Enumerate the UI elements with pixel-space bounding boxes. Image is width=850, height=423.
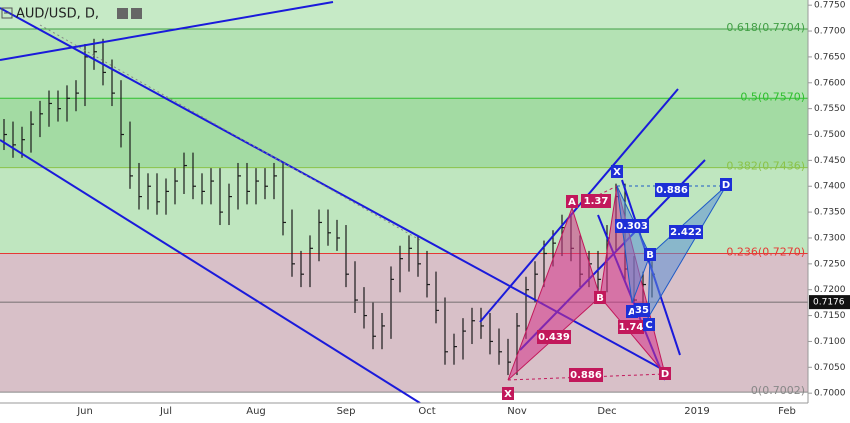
header: AUD/USD, D, [1, 7, 142, 22]
ratio-label: 0.886 [656, 185, 688, 196]
point-label: D [661, 369, 669, 380]
band [0, 253, 808, 393]
x-tick-label: Jun [76, 406, 93, 417]
y-tick-label: 0.7700 [814, 27, 846, 37]
price-axis-panel [808, 0, 850, 419]
band [0, 98, 808, 168]
y-tick-label: 0.7500 [814, 130, 846, 140]
ratio-label: 0.439 [538, 332, 570, 343]
fib-label: 0.5(0.7570) [740, 90, 805, 103]
last-price-box [809, 295, 850, 310]
point-label: B [596, 293, 604, 304]
ratio-label: 2.422 [670, 227, 702, 238]
pattern-shape [647, 185, 727, 319]
x-tick-label: 2019 [684, 406, 709, 417]
y-tick-label: 0.7450 [814, 156, 846, 166]
point-label: B [646, 250, 654, 261]
last-price-label: 0.7176 [813, 298, 845, 308]
y-tick-label: 0.7300 [814, 233, 846, 243]
y-tick-label: 0.7600 [814, 78, 846, 88]
point-label: A [628, 307, 636, 318]
fib-label: 0.382(0.7436) [726, 160, 805, 173]
collapse-icon[interactable] [1, 7, 13, 19]
x-tick-label: Jul [159, 406, 172, 417]
y-tick-label: 0.7400 [814, 182, 846, 192]
trend-line [0, 1, 334, 61]
band [0, 28, 808, 99]
trend-line [479, 88, 679, 323]
x-tick-label: Oct [418, 406, 435, 417]
fib-label: 0.236(0.7270) [726, 245, 805, 258]
time-axis-panel [0, 403, 808, 419]
y-tick-label: 0.7000 [814, 389, 846, 399]
x-tick-label: Nov [507, 406, 527, 417]
ratio-label: 1.74 [619, 322, 644, 333]
y-tick-label: 0.7750 [814, 1, 846, 11]
y-tick-label: 0.7250 [814, 259, 846, 269]
y-tick-label: 0.7100 [814, 337, 846, 347]
point-label: A [568, 197, 576, 208]
point-label: D [722, 180, 730, 191]
x-tick-label: Dec [597, 406, 616, 417]
fib-label: 0.618(0.7704) [726, 21, 805, 34]
settings-icon[interactable] [131, 8, 142, 19]
ratio-label: 0.886 [570, 370, 602, 381]
point-label: X [504, 389, 512, 400]
blue-pattern [616, 185, 727, 319]
y-tick-label: 0.7550 [814, 104, 846, 114]
x-tick-label: Sep [337, 406, 356, 417]
x-tick-label: Aug [246, 406, 266, 417]
symbol-title: AUD/USD, D, [16, 7, 99, 22]
ratio-label: 1.37 [584, 196, 609, 207]
fib-label: 0(0.7002) [751, 384, 805, 397]
pattern-labels: X A B D 1.37 0.439 0.886 1.74 X A B C D … [502, 165, 732, 400]
ratio-label: 35 [635, 305, 649, 316]
y-tick-label: 0.7150 [814, 311, 846, 321]
y-tick-label: 0.7050 [814, 363, 846, 373]
y-tick-label: 0.7650 [814, 52, 846, 62]
ratio-label: 0.303 [616, 221, 648, 232]
y-tick-label: 0.7350 [814, 208, 846, 218]
point-label: X [613, 167, 621, 178]
point-label: C [645, 320, 652, 331]
visibility-icon[interactable] [117, 8, 128, 19]
y-tick-label: 0.7200 [814, 285, 846, 295]
trend-line [0, 139, 421, 404]
x-tick-label: Feb [778, 406, 796, 417]
